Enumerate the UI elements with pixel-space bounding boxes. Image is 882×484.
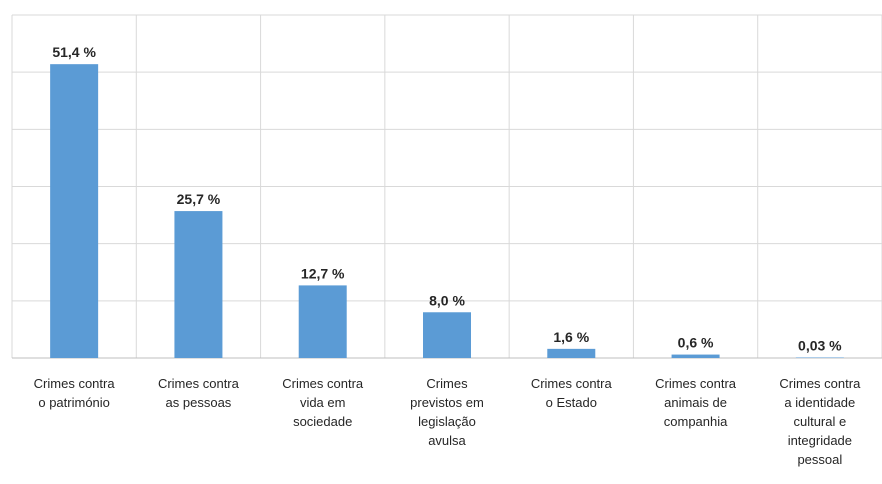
data-label: 12,7 %	[301, 265, 345, 281]
category-label-line: o património	[38, 395, 110, 410]
category-label-line: Crimes contra	[158, 376, 240, 391]
data-label: 51,4 %	[52, 44, 96, 60]
category-label: Crimes contra o Estado	[531, 376, 613, 410]
data-label: 0,6 %	[678, 335, 714, 351]
category-label: Crimes contra as pessoas	[158, 376, 240, 410]
category-label-line: cultural e	[793, 414, 846, 429]
data-label: 1,6 %	[553, 329, 589, 345]
category-label: Crimes contra vida em sociedade	[282, 376, 364, 429]
category-label-line: vida em	[300, 395, 346, 410]
category-label-line: Crimes contra	[282, 376, 364, 391]
bar-layer	[50, 64, 844, 358]
category-label-line: legislação	[418, 414, 476, 429]
category-label: Crimes contra a identidade cultural e integ…	[779, 376, 861, 467]
category-label-line: a identidade	[784, 395, 855, 410]
bar	[174, 211, 223, 358]
data-label: 25,7 %	[177, 191, 221, 207]
category-label-line: integridade	[788, 433, 852, 448]
data-label: 8,0 %	[429, 292, 465, 308]
category-label-layer: Crimes contra o património Crimes contra as…	[34, 376, 861, 467]
category-label-line: Crimes contra	[655, 376, 737, 391]
category-label-line: Crimes	[426, 376, 468, 391]
data-label: 0,03 %	[798, 338, 842, 354]
category-label-line: Crimes contra	[34, 376, 116, 391]
category-label-line: sociedade	[293, 414, 352, 429]
category-label-line: pessoal	[797, 452, 842, 467]
category-label: Crimes contra o património	[34, 376, 116, 410]
category-label: Crimes previstos em legislação avulsa	[410, 376, 484, 448]
bar	[50, 64, 99, 358]
bar	[423, 312, 471, 358]
category-label-line: as pessoas	[166, 395, 232, 410]
category-label-line: Crimes contra	[779, 376, 861, 391]
category-label: Crimes contra animais de companhia	[655, 376, 737, 429]
category-label-line: animais de	[664, 395, 727, 410]
bar	[547, 348, 596, 358]
category-label-line: companhia	[664, 414, 728, 429]
category-label-line: avulsa	[428, 433, 466, 448]
data-label-layer: 51,4 % 25,7 % 12,7 % 8,0 % 1,6 % 0,6 % 0,03 %	[52, 44, 842, 353]
bar	[298, 285, 347, 358]
category-label-line: o Estado	[546, 395, 597, 410]
bar	[795, 357, 844, 358]
category-label-line: Crimes contra	[531, 376, 613, 391]
bar	[671, 354, 720, 358]
category-label-line: previstos em	[410, 395, 484, 410]
